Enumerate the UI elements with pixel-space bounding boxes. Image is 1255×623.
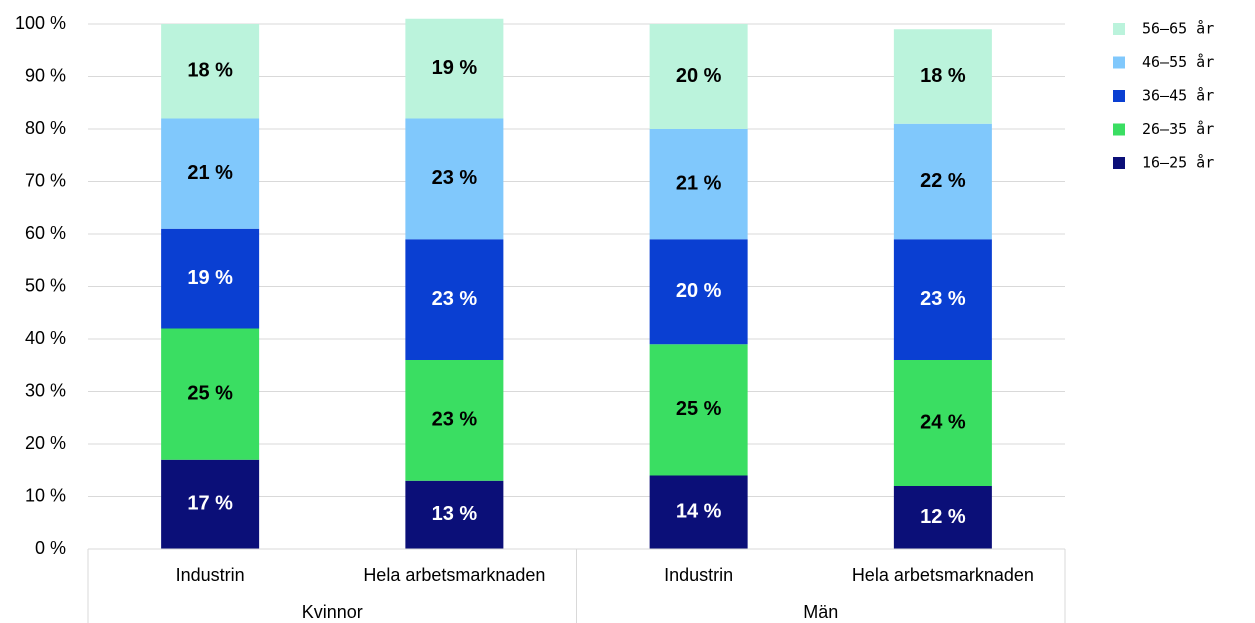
y-tick-label: 100 % [15, 13, 66, 33]
bar-segment [893, 239, 992, 360]
bar-segment [649, 24, 748, 129]
legend-label: 36–45 år [1142, 87, 1214, 105]
value-label: 13 % [432, 503, 478, 525]
value-label: 20 % [676, 280, 722, 302]
x-tick-label: Industrin [176, 565, 245, 585]
y-tick-label: 50 % [25, 275, 66, 295]
bar-segment [161, 328, 260, 460]
bar-segment [405, 18, 504, 119]
bar-segment [893, 123, 992, 240]
value-label: 23 % [920, 288, 966, 310]
value-label: 23 % [432, 409, 478, 431]
y-tick-label: 0 % [35, 538, 66, 558]
legend-swatch [1113, 157, 1125, 169]
bar-segment [161, 24, 260, 119]
value-label: 21 % [676, 172, 722, 194]
x-tick-label: Industrin [664, 565, 733, 585]
bar-segment [649, 344, 748, 476]
bar-segment [405, 118, 504, 240]
bar-segment [405, 480, 504, 549]
value-label: 25 % [187, 382, 233, 404]
value-label: 14 % [676, 501, 722, 523]
legend-label: 16–25 år [1142, 154, 1214, 172]
value-label: 20 % [676, 65, 722, 87]
value-label: 18 % [187, 60, 233, 82]
x-tick-label: Hela arbetsmarknaden [363, 565, 545, 585]
bar-segment [649, 129, 748, 240]
bar-segment [405, 239, 504, 360]
y-tick-label: 20 % [25, 433, 66, 453]
bar-segment [893, 360, 992, 486]
group-label: Kvinnor [302, 602, 363, 622]
y-tick-label: 60 % [25, 223, 66, 243]
legend-swatch [1113, 56, 1125, 69]
value-label: 17 % [187, 493, 233, 515]
y-tick-label: 70 % [25, 170, 66, 190]
value-label: 18 % [920, 65, 966, 87]
value-label: 23 % [432, 167, 478, 189]
value-label: 22 % [920, 170, 966, 192]
legend-label: 56–65 år [1142, 20, 1214, 38]
legend-label: 26–35 år [1142, 120, 1214, 138]
y-tick-label: 90 % [25, 65, 66, 85]
bar-segment [161, 228, 260, 329]
value-label: 19 % [187, 267, 233, 289]
legend-label: 46–55 år [1142, 53, 1214, 71]
bar-segment [893, 29, 992, 124]
value-label: 25 % [676, 398, 722, 420]
legend-swatch [1113, 90, 1125, 102]
bar-segment [649, 475, 748, 549]
bar-segment [161, 459, 260, 549]
group-label: Män [803, 602, 838, 622]
bar-segment [649, 239, 748, 345]
bar-segment [161, 118, 260, 229]
y-tick-label: 80 % [25, 118, 66, 138]
legend-swatch [1113, 123, 1125, 136]
value-label: 24 % [920, 411, 966, 433]
legend-swatch [1113, 23, 1125, 35]
y-tick-label: 10 % [25, 485, 66, 505]
value-label: 21 % [187, 162, 233, 184]
bar-segment [893, 486, 992, 549]
x-tick-label: Hela arbetsmarknaden [852, 565, 1034, 585]
y-tick-label: 30 % [25, 380, 66, 400]
value-label: 12 % [920, 506, 966, 528]
y-tick-label: 40 % [25, 328, 66, 348]
bar-segment [405, 360, 504, 481]
value-label: 23 % [432, 288, 478, 310]
value-label: 19 % [432, 57, 478, 79]
